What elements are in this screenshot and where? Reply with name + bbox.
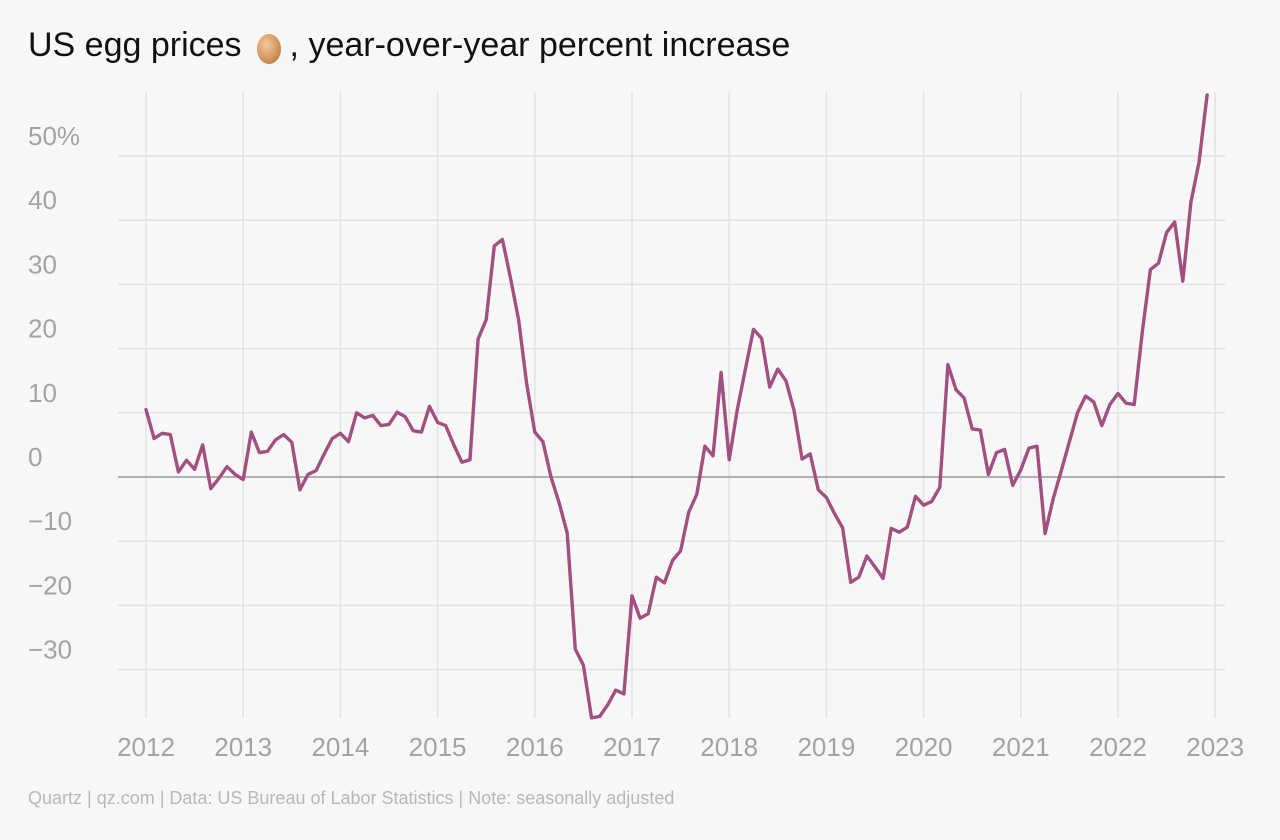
- x-tick-label-2020: 2020: [895, 732, 953, 762]
- x-tick-label-2014: 2014: [311, 732, 369, 762]
- egg-icon: [256, 33, 281, 64]
- series-line-0: [144, 93, 1209, 720]
- x-tick-label-2019: 2019: [797, 732, 855, 762]
- y-tick-label-30: 30: [28, 249, 57, 279]
- y-gridlines: [118, 155, 1225, 671]
- y-tick-label-40: 40: [28, 185, 57, 215]
- y-tick-label-20: 20: [28, 314, 57, 344]
- y-tick-label--20: −20: [28, 570, 72, 600]
- x-tick-label-2017: 2017: [603, 732, 661, 762]
- x-tick-label-2021: 2021: [992, 732, 1050, 762]
- chart-title-text-after: , year-over-year percent increase: [289, 26, 791, 64]
- x-tick-label-2013: 2013: [214, 732, 272, 762]
- y-tick-label-10: 10: [28, 378, 57, 408]
- y-tick-label-50: 50%: [28, 121, 80, 151]
- source-note: Quartz | qz.com | Data: US Bureau of Lab…: [28, 788, 675, 808]
- series-group: [144, 93, 1209, 720]
- y-tick-label--30: −30: [28, 635, 72, 665]
- x-tick-label-2018: 2018: [700, 732, 758, 762]
- x-tick-label-2012: 2012: [117, 732, 175, 762]
- x-gridlines: [145, 92, 1216, 718]
- chart-title-text-before: US egg prices: [28, 26, 242, 64]
- chart-title: US egg prices , year-over-year percent i…: [28, 26, 790, 65]
- x-axis-tick-labels: 2012 2013 2014 2015 2016 2017 2018 2019 2020 2021…: [117, 732, 1244, 762]
- x-tick-label-2022: 2022: [1089, 732, 1147, 762]
- x-tick-label-2023: 2023: [1186, 732, 1244, 762]
- x-tick-label-2015: 2015: [409, 732, 467, 762]
- y-tick-label-0: 0: [28, 442, 42, 472]
- y-axis-tick-labels: 50% 40 30 20 10 0 −10 −20 −30: [28, 121, 80, 665]
- x-tick-label-2016: 2016: [506, 732, 564, 762]
- y-tick-label--10: −10: [28, 506, 72, 536]
